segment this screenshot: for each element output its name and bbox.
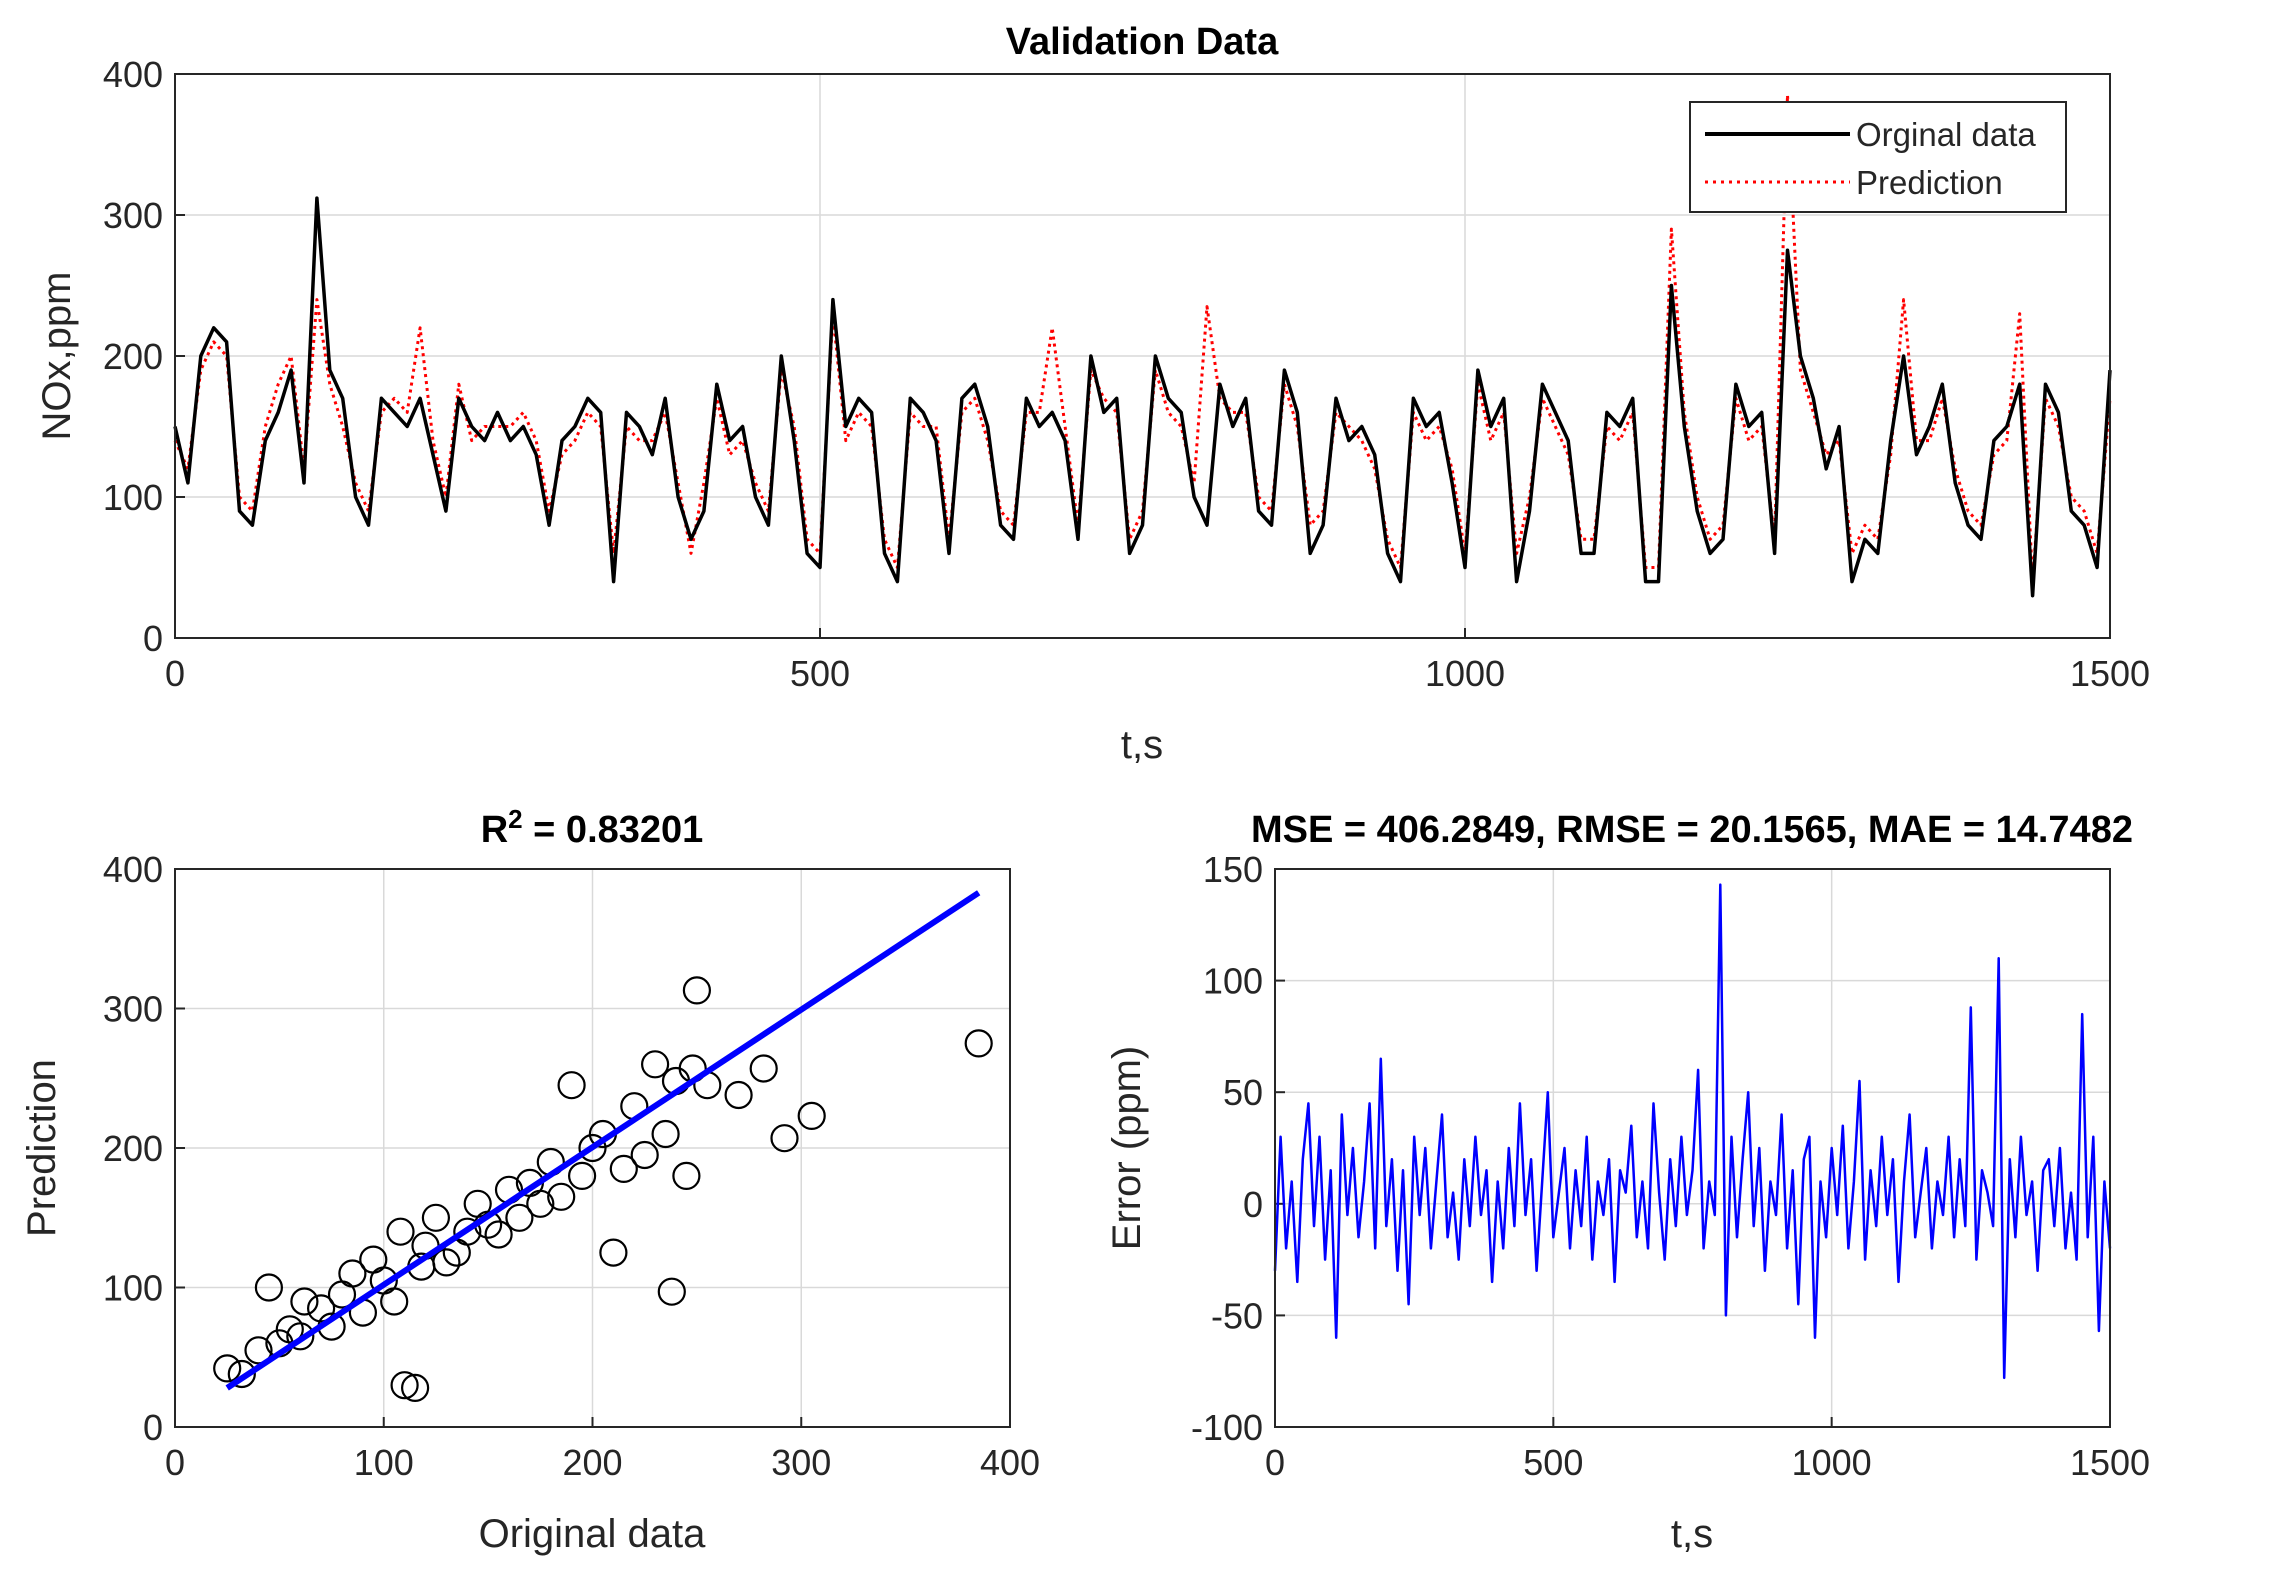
scatter-point <box>453 1217 482 1246</box>
scatter-y-tick-label: 400 <box>103 849 163 890</box>
scatter-point <box>338 1259 367 1288</box>
scatter-y-tick-label: 300 <box>103 989 163 1030</box>
scatter-point <box>526 1189 555 1218</box>
scatter-point <box>432 1248 461 1277</box>
scatter-point <box>797 1101 826 1131</box>
error-x-tick-label: 1500 <box>2070 1442 2150 1483</box>
legend-box <box>1689 101 2067 213</box>
scatter-point <box>578 1133 607 1163</box>
scatter-point <box>213 1354 242 1383</box>
scatter-point <box>386 1217 415 1246</box>
scatter-x-tick-label: 400 <box>980 1442 1040 1483</box>
legend-entry-original: Orginal data <box>1856 116 2036 153</box>
scatter-y-axis-label: Prediction <box>20 1059 64 1237</box>
scatter-y-tick-label: 200 <box>103 1128 163 1169</box>
scatter-title-value: = 0.83201 <box>523 809 704 851</box>
error-grid <box>1274 868 2111 1428</box>
top-x-tick-label: 1500 <box>2070 653 2150 694</box>
scatter-y-tick-label: 100 <box>103 1268 163 1309</box>
scatter-x-tick-label: 0 <box>165 1442 185 1483</box>
scatter-point <box>651 1119 680 1149</box>
scatter-point <box>724 1080 753 1110</box>
scatter-tick-labels: 0 100 200 300 400 0 100 200 300 400 <box>103 849 1040 1483</box>
scatter-point <box>672 1161 701 1191</box>
scatter-x-axis-label: Original data <box>479 1512 707 1556</box>
top-axes-box <box>174 73 2111 639</box>
scatter-point <box>401 1373 430 1403</box>
scatter-point <box>630 1140 659 1170</box>
error-x-tick-label: 500 <box>1523 1442 1583 1483</box>
regression-fit-line <box>225 890 981 1391</box>
scatter-point <box>567 1161 597 1191</box>
top-x-tick-label: 1000 <box>1425 653 1505 694</box>
error-y-axis-label: Error (ppm) <box>1105 1046 1149 1250</box>
legend-entry-prediction: Prediction <box>1856 164 2003 201</box>
scatter-point <box>557 1071 586 1100</box>
top-y-tick-label: 300 <box>103 195 163 236</box>
error-y-tick-label: 0 <box>1243 1184 1263 1225</box>
error-y-tick-label: 100 <box>1203 961 1263 1002</box>
scatter-point <box>547 1182 576 1211</box>
error-y-tick-label: 50 <box>1223 1072 1263 1113</box>
error-series-line-path <box>1273 883 2112 1380</box>
scatter-point <box>505 1203 534 1232</box>
scatter-x-tick-label: 300 <box>771 1442 831 1483</box>
scatter-chart-title: R2 = 0.83201 <box>481 804 704 851</box>
scatter-point <box>254 1273 283 1302</box>
error-y-tick-label: 150 <box>1203 849 1263 890</box>
scatter-point <box>390 1371 419 1400</box>
scatter-fit-line <box>225 890 981 1391</box>
original-data-series-line <box>173 196 2112 598</box>
scatter-point <box>657 1277 686 1306</box>
error-plot: 0 500 1000 1500 -100 -50 0 50 100 150 MSE = 406.2… <box>1105 809 2150 1556</box>
error-x-tick-label: 0 <box>1265 1442 1285 1483</box>
scatter-x-tick-label: 100 <box>354 1442 414 1483</box>
scatter-point <box>749 1054 778 1083</box>
top-chart-title: Validation Data <box>1006 21 1279 63</box>
scatter-point <box>640 1050 670 1079</box>
error-axes-box <box>1274 868 2111 1428</box>
scatter-axes-box <box>174 868 1011 1428</box>
error-y-tick-label: -50 <box>1211 1295 1263 1336</box>
scatter-point <box>380 1287 409 1316</box>
top-y-tick-label: 0 <box>143 618 163 659</box>
scatter-title-r: R <box>481 809 508 851</box>
top-y-tick-label: 400 <box>103 54 163 95</box>
scatter-point <box>307 1294 336 1323</box>
scatter-point <box>227 1359 256 1389</box>
top-x-tick-label: 500 <box>790 653 850 694</box>
scatter-point <box>599 1238 628 1267</box>
scatter-point <box>609 1154 638 1184</box>
error-x-axis-label: t,s <box>1671 1512 1713 1556</box>
scatter-point <box>484 1220 513 1249</box>
top-legend: Orginal data Prediction <box>1689 101 2067 213</box>
scatter-point <box>244 1336 273 1365</box>
top-series-lines <box>173 93 2112 598</box>
scatter-point <box>286 1322 315 1351</box>
top-y-tick-label: 200 <box>103 336 163 377</box>
error-tick-labels: 0 500 1000 1500 -100 -50 0 50 100 150 <box>1191 849 2150 1483</box>
top-tick-labels: 0 500 1000 1500 0 100 200 300 400 <box>103 54 2150 694</box>
scatter-point <box>964 1029 993 1058</box>
top-y-tick-label: 100 <box>103 477 163 518</box>
scatter-x-tick-label: 200 <box>562 1442 622 1483</box>
top-x-axis-label: t,s <box>1121 723 1163 767</box>
validation-time-series-plot: 0 500 1000 1500 0 100 200 300 400 Validation Dat… <box>35 21 2150 767</box>
top-y-axis-label: NOx,ppm <box>35 272 79 441</box>
error-chart-title: MSE = 406.2849, RMSE = 20.1565, MAE = 14… <box>1251 809 2133 851</box>
top-x-tick-label: 0 <box>165 653 185 694</box>
error-x-tick-label: 1000 <box>1792 1442 1872 1483</box>
error-y-tick-label: -100 <box>1191 1407 1263 1448</box>
scatter-point <box>421 1203 450 1232</box>
scatter-point <box>682 976 712 1005</box>
scatter-title-superscript: 2 <box>508 804 522 834</box>
scatter-point <box>290 1287 319 1316</box>
scatter-y-tick-label: 0 <box>143 1407 163 1448</box>
scatter-point <box>770 1124 799 1153</box>
error-series-line <box>1273 883 2112 1380</box>
